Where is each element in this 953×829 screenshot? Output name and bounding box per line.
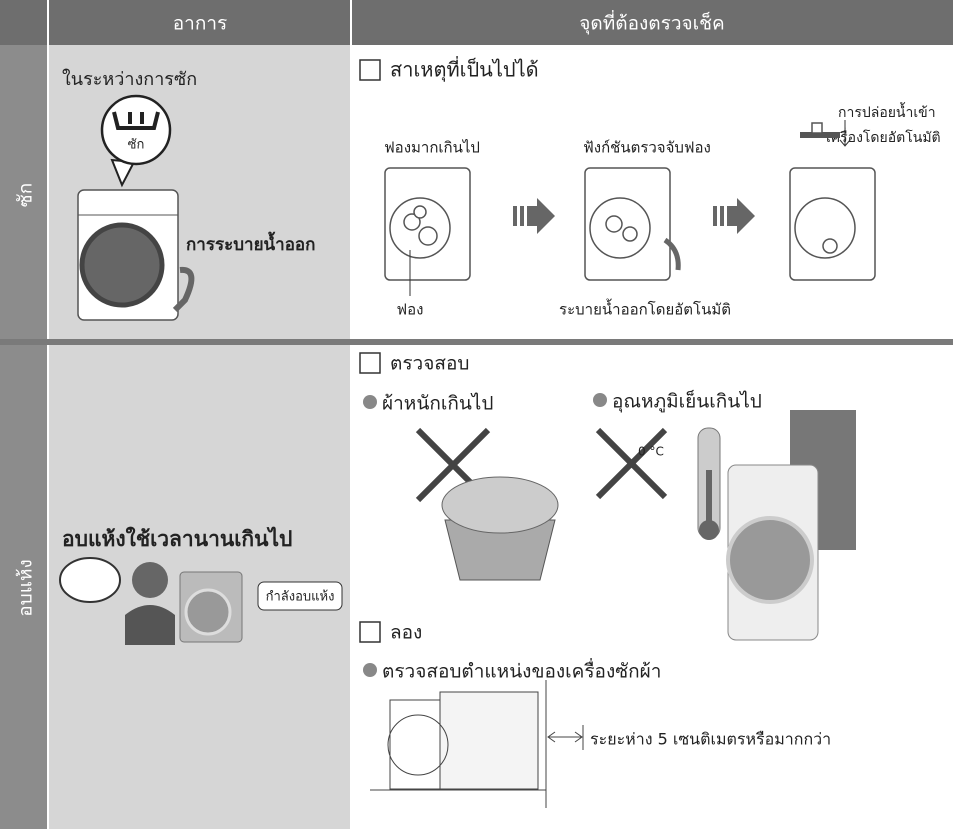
dryer-scene — [59, 557, 243, 645]
symptom-note: การระบายน้ำออก — [186, 231, 315, 255]
bubble-text: กำลังอบแห้ง — [266, 590, 335, 605]
arrows — [513, 198, 755, 234]
checkbox — [359, 59, 381, 81]
bullet-text: อุณหภูมิเย็นเกินไป — [612, 389, 762, 414]
symptom-column — [48, 45, 350, 829]
header-check: จุดที่ต้องตรวจเช็ค — [579, 10, 724, 36]
illustrations — [441, 410, 856, 641]
placement-diagram — [370, 680, 584, 808]
checkbox — [359, 352, 381, 374]
header-bar — [0, 0, 953, 45]
section-heading: สาเหตุที่เป็นไปได้ — [390, 56, 539, 83]
side-band — [0, 45, 48, 829]
section-heading: ลอง — [390, 622, 422, 644]
distance-text: ระยะห่าง 5 เซนติเมตรหรือมากกว่า — [590, 730, 831, 749]
step-label: ระบายน้ำออกโดยอัตโนมัติ — [559, 299, 731, 319]
symptom: ในระหว่างการซัก — [62, 68, 197, 90]
bullet-text: ตรวจสอบตำแหน่งของเครื่องซักผ้า — [382, 658, 661, 683]
header-symptom: อาการ — [173, 13, 227, 35]
icon-label: ซัก — [128, 138, 145, 153]
step-label: การปล่อยน้ำเข้า — [838, 102, 936, 121]
row-separator — [0, 339, 953, 345]
step-label: ฟอง — [397, 301, 424, 319]
bullet-text: ผ้าหนักเกินไป — [382, 393, 493, 415]
bullet — [363, 395, 377, 409]
section-heading: ตรวจสอบ — [390, 353, 469, 375]
bullet — [593, 393, 607, 407]
washer — [77, 189, 195, 321]
step-label: ฟังก์ชันตรวจจับฟอง — [583, 139, 711, 157]
speech-bubble — [257, 581, 343, 611]
side-label: อบแห้ง — [15, 559, 37, 617]
washers — [384, 120, 876, 281]
temperature: 0 °C — [638, 445, 664, 459]
checkbox — [359, 621, 381, 643]
symptom: อบแห้งใช้เวลานานเกินไป — [62, 526, 292, 551]
bullet — [363, 663, 377, 677]
wash-icon — [100, 94, 172, 188]
step-label: ฟองมากเกินไป — [384, 139, 480, 157]
side-label: ซัก — [15, 183, 37, 207]
step-label: เครื่องโดยอัตโนมัติ — [826, 128, 941, 146]
